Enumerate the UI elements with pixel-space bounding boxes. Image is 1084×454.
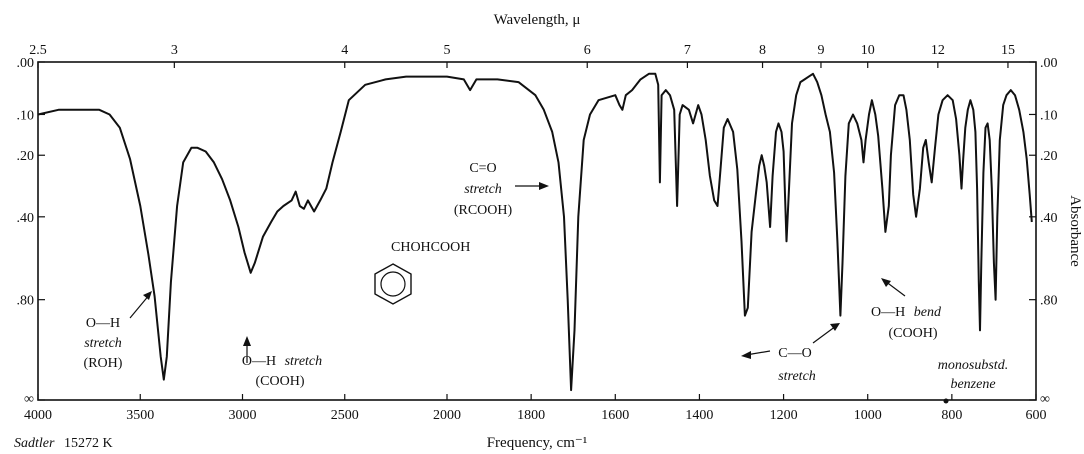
right-tick-label-.40: .40	[1040, 211, 1058, 226]
bottom-tick-label-800: 800	[941, 408, 962, 423]
annotation-c-o-stretch: C—O stretch	[741, 323, 840, 384]
bottom-tick-label-600: 600	[1026, 408, 1047, 423]
bottom-tick-label-1800: 1800	[517, 408, 545, 423]
top-tick-label-7: 7	[684, 43, 691, 58]
arrowhead-c-o-right	[830, 323, 840, 331]
top-tick-label-5: 5	[444, 43, 451, 58]
left-tick-label-.80: .80	[17, 294, 35, 309]
bottom-tick-label-1000: 1000	[854, 408, 882, 423]
bottom-axis-dot	[943, 398, 949, 404]
svg-text:monosubstd.: monosubstd.	[938, 358, 1008, 373]
top-axis-title: Wavelength, μ	[494, 12, 581, 28]
svg-text:(COOH): (COOH)	[256, 374, 305, 389]
arrowhead-co-stretch	[539, 182, 549, 190]
svg-text:benzene: benzene	[950, 377, 995, 392]
top-tick-label-6: 6	[584, 43, 591, 58]
annotation-monosubstituted-benzene: monosubstd. benzene	[938, 358, 1008, 392]
svg-text:stretch: stretch	[464, 182, 502, 197]
top-tick-label-4: 4	[341, 43, 348, 58]
benzene-structure: CHOHCOOH	[374, 240, 470, 305]
arrowhead-oh-bend	[881, 278, 891, 287]
annotation-oh-cooh: O—H stretch (COOH)	[242, 336, 322, 389]
annotation-oh-roh: O—H stretch (ROH)	[84, 291, 152, 371]
bottom-tick-label-1200: 1200	[770, 408, 798, 423]
svg-text:O—H: O—H	[86, 316, 120, 331]
svg-text:(RCOOH): (RCOOH)	[454, 203, 513, 218]
arrowhead-c-o-left	[741, 351, 751, 359]
top-tick-label-10: 10	[861, 43, 875, 58]
arrowhead-oh-cooh	[243, 336, 251, 346]
right-tick-label-∞: ∞	[1040, 392, 1050, 407]
bottom-axis-ticks: 4000 3500 3000 2500 2000 1800 1600 1400 1200 1000…	[24, 394, 1047, 423]
left-tick-label-∞: ∞	[24, 392, 34, 407]
bottom-axis-title: Frequency, cm⁻¹	[487, 435, 588, 451]
bottom-tick-label-1400: 1400	[685, 408, 713, 423]
annotation-oh-bend: O—H bend (COOH)	[871, 278, 942, 341]
svg-text:stretch: stretch	[778, 369, 816, 384]
top-tick-label-2.5: 2.5	[29, 43, 47, 58]
bottom-tick-label-3500: 3500	[126, 408, 154, 423]
bottom-tick-label-3000: 3000	[229, 408, 257, 423]
top-tick-label-9: 9	[817, 43, 824, 58]
left-tick-label-.20: .20	[17, 149, 35, 164]
top-tick-label-3: 3	[171, 43, 178, 58]
bottom-tick-label-4000: 4000	[24, 408, 52, 423]
top-tick-label-12: 12	[931, 43, 945, 58]
top-tick-label-8: 8	[759, 43, 766, 58]
left-tick-label-.10: .10	[17, 108, 35, 123]
svg-text:C=O: C=O	[469, 161, 496, 176]
compound-substituent: CHOHCOOH	[391, 240, 470, 255]
svg-text:(ROH): (ROH)	[84, 356, 123, 371]
right-tick-label-.80: .80	[1040, 294, 1058, 309]
benzene-ring	[374, 263, 412, 305]
benzene-aromatic-circle	[380, 271, 406, 297]
arrowhead-oh-roh	[143, 291, 152, 300]
right-tick-label-.20: .20	[1040, 149, 1058, 164]
source-label: Sadtler 15272 K	[14, 436, 113, 451]
right-tick-label-.10: .10	[1040, 108, 1058, 123]
svg-text:(COOH): (COOH)	[889, 326, 938, 341]
right-axis-ticks: .00 .10 .20 .40 .80 ∞	[1029, 56, 1058, 407]
arrow-c-o-right	[812, 325, 837, 344]
svg-text:O—H stretch: O—H stretch	[242, 354, 322, 369]
annotation-co-stretch: C=O stretch (RCOOH)	[454, 161, 549, 218]
left-tick-label-.00: .00	[17, 56, 35, 71]
bottom-tick-label-2500: 2500	[331, 408, 359, 423]
bottom-tick-label-1600: 1600	[601, 408, 629, 423]
top-tick-label-15: 15	[1001, 43, 1015, 58]
right-tick-label-.00: .00	[1040, 56, 1058, 71]
right-axis-title: Absorbance	[1067, 195, 1083, 267]
left-tick-label-.40: .40	[17, 211, 35, 226]
plot-frame	[37, 61, 1037, 401]
bottom-tick-label-2000: 2000	[433, 408, 461, 423]
spectrum-line	[37, 72, 1033, 392]
top-axis-ticks: 2.5 3 4 5 6 7 8 9 10 12 15	[29, 43, 1015, 68]
left-axis-ticks: .00 .10 .20 .40 .80 ∞	[17, 56, 45, 407]
svg-text:O—H bend: O—H bend	[871, 305, 942, 320]
svg-text:C—O: C—O	[778, 346, 811, 361]
svg-text:stretch: stretch	[84, 336, 122, 351]
